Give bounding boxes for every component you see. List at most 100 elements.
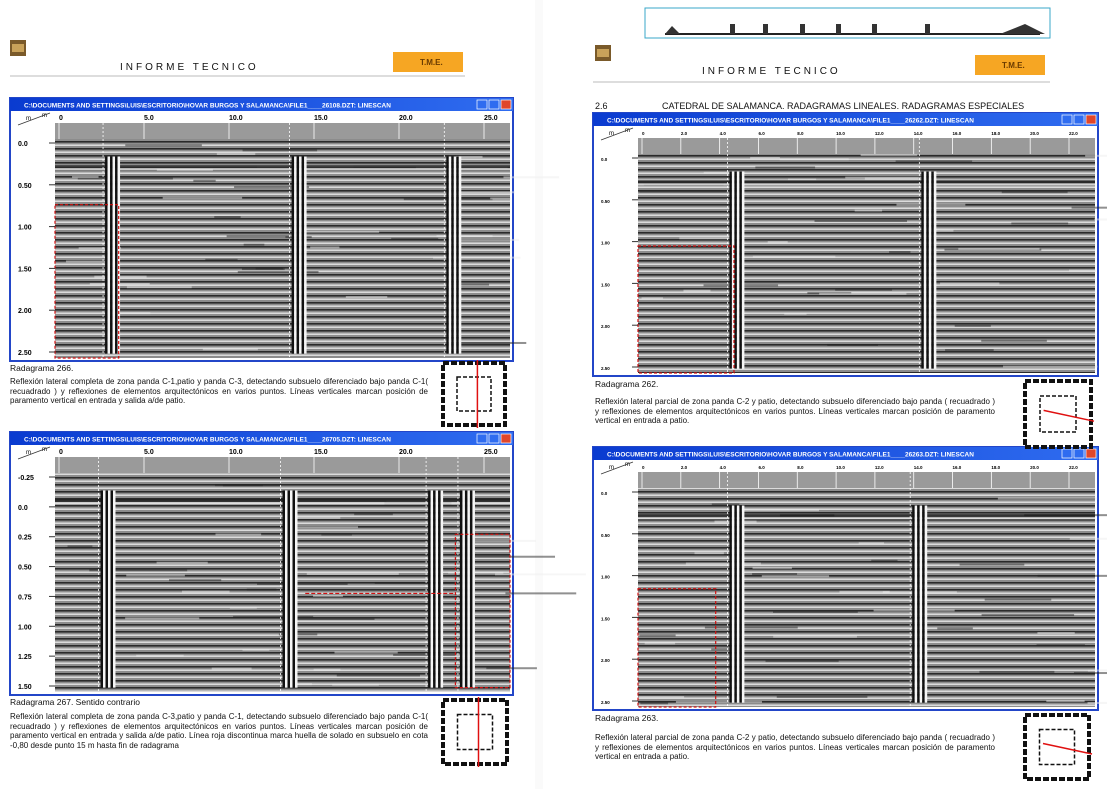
x-tick-label: 8.0: [797, 465, 804, 470]
reflection-band: [101, 491, 104, 688]
reflection-band: [441, 491, 444, 688]
radar-texture: [940, 282, 999, 284]
radar-texture: [243, 149, 317, 151]
caption: Radagrama 262.: [595, 379, 658, 389]
reflection-band: [737, 172, 740, 369]
y-tick-label: 0.75: [18, 594, 32, 601]
radar-texture: [871, 560, 897, 562]
window-button: [501, 100, 511, 109]
x-tick-label: 14.0: [914, 465, 923, 470]
radar-texture: [784, 313, 806, 315]
radar-texture: [819, 293, 906, 295]
x-tick-label: 0: [59, 115, 63, 122]
logo-text: T.M.E.: [1002, 61, 1025, 70]
radar-texture: [503, 176, 559, 178]
radar-image: [55, 139, 510, 358]
radar-texture: [1003, 366, 1097, 368]
x-tick-label: 20.0: [399, 115, 413, 122]
window-button: [1074, 449, 1084, 458]
radar-texture: [1037, 644, 1085, 646]
radar-texture: [295, 517, 340, 519]
radar-texture: [979, 671, 1054, 673]
reflection-band: [111, 491, 114, 688]
elevation-drawing: [645, 8, 1050, 38]
surface-reflection: [638, 183, 1095, 185]
reflection-band: [915, 506, 918, 703]
radar-texture: [1085, 155, 1107, 157]
plan-icon: [443, 360, 505, 428]
reflection-band: [472, 491, 475, 688]
reflection-band: [459, 157, 462, 354]
window-button: [1062, 449, 1072, 458]
window-button: [1074, 115, 1084, 124]
radar-texture: [750, 157, 780, 159]
reflection-band: [293, 491, 296, 688]
radar-texture: [645, 642, 675, 644]
radar-texture: [448, 572, 503, 574]
radar-texture: [960, 564, 1025, 566]
radar-texture: [66, 260, 112, 262]
y-tick-label: 1.00: [601, 575, 610, 580]
y-tick-label: 0.0: [18, 141, 28, 148]
reflection-band: [739, 506, 742, 703]
x-tick-label: 2.0: [681, 131, 688, 136]
reflection-band: [729, 506, 732, 703]
section-number: 2.6: [595, 101, 608, 111]
radar-texture: [337, 675, 420, 677]
reflection-band: [115, 157, 118, 354]
radar-texture: [982, 614, 1075, 616]
reflection-band: [297, 157, 300, 354]
y-tick-label: 2.50: [18, 350, 32, 357]
reflection-band: [110, 157, 113, 354]
x-tick-label: 10.0: [229, 115, 243, 122]
radar-texture: [827, 344, 878, 346]
reflection-band: [734, 506, 737, 703]
radar-texture: [475, 556, 555, 558]
surface-reflection: [55, 168, 510, 170]
reflection-band: [292, 157, 295, 354]
radargram-window: C:\DOCUMENTS AND SETTINGS\LUIS\ESCRITORI…: [593, 113, 1107, 376]
window-button: [1086, 115, 1096, 124]
reflection-band: [299, 157, 302, 354]
radar-texture: [136, 655, 184, 657]
radar-texture: [125, 144, 202, 146]
y-tick-label: 1.25: [18, 654, 32, 661]
x-tick-label: 2.0: [681, 465, 688, 470]
x-tick-label: 0: [59, 449, 63, 456]
y-tick-label: 2.00: [601, 324, 610, 329]
logo-text: T.M.E.: [420, 58, 443, 67]
y-tick-label: 0.0: [18, 505, 28, 512]
page-gap: [535, 0, 543, 789]
radar-texture: [780, 158, 849, 160]
y-tick-label: 1.00: [18, 624, 32, 631]
radar-texture: [457, 191, 515, 193]
radar-texture: [217, 153, 255, 155]
radar-texture: [712, 503, 740, 505]
radar-texture: [1088, 702, 1107, 704]
radar-texture: [391, 238, 438, 240]
surface-reflection: [638, 517, 1095, 519]
radar-texture: [839, 591, 889, 593]
radar-texture: [766, 660, 839, 662]
radar-texture: [334, 651, 397, 653]
radargram-window: C:\DOCUMENTS AND SETTINGS\LUIS\ESCRITORI…: [10, 98, 559, 361]
radar-texture: [1002, 191, 1068, 193]
radar-texture: [468, 540, 536, 542]
radar-texture: [256, 267, 283, 269]
y-tick-label: 1.00: [18, 225, 32, 232]
radar-texture: [72, 176, 99, 178]
radar-texture: [686, 562, 761, 564]
reflection-band: [926, 172, 929, 369]
radar-texture: [1038, 575, 1107, 577]
radar-texture: [321, 534, 352, 536]
x-tick-label: 20.0: [1030, 465, 1039, 470]
radar-texture: [230, 607, 257, 609]
x-tick-label: 4.0: [720, 131, 727, 136]
reflection-band: [734, 172, 737, 369]
reflection-band: [449, 157, 452, 354]
radar-texture: [375, 582, 458, 584]
window-button: [1062, 115, 1072, 124]
y-tick-label: 2.00: [601, 658, 610, 663]
radar-texture: [1011, 222, 1068, 224]
caption: Radagrama 266.: [10, 363, 73, 373]
